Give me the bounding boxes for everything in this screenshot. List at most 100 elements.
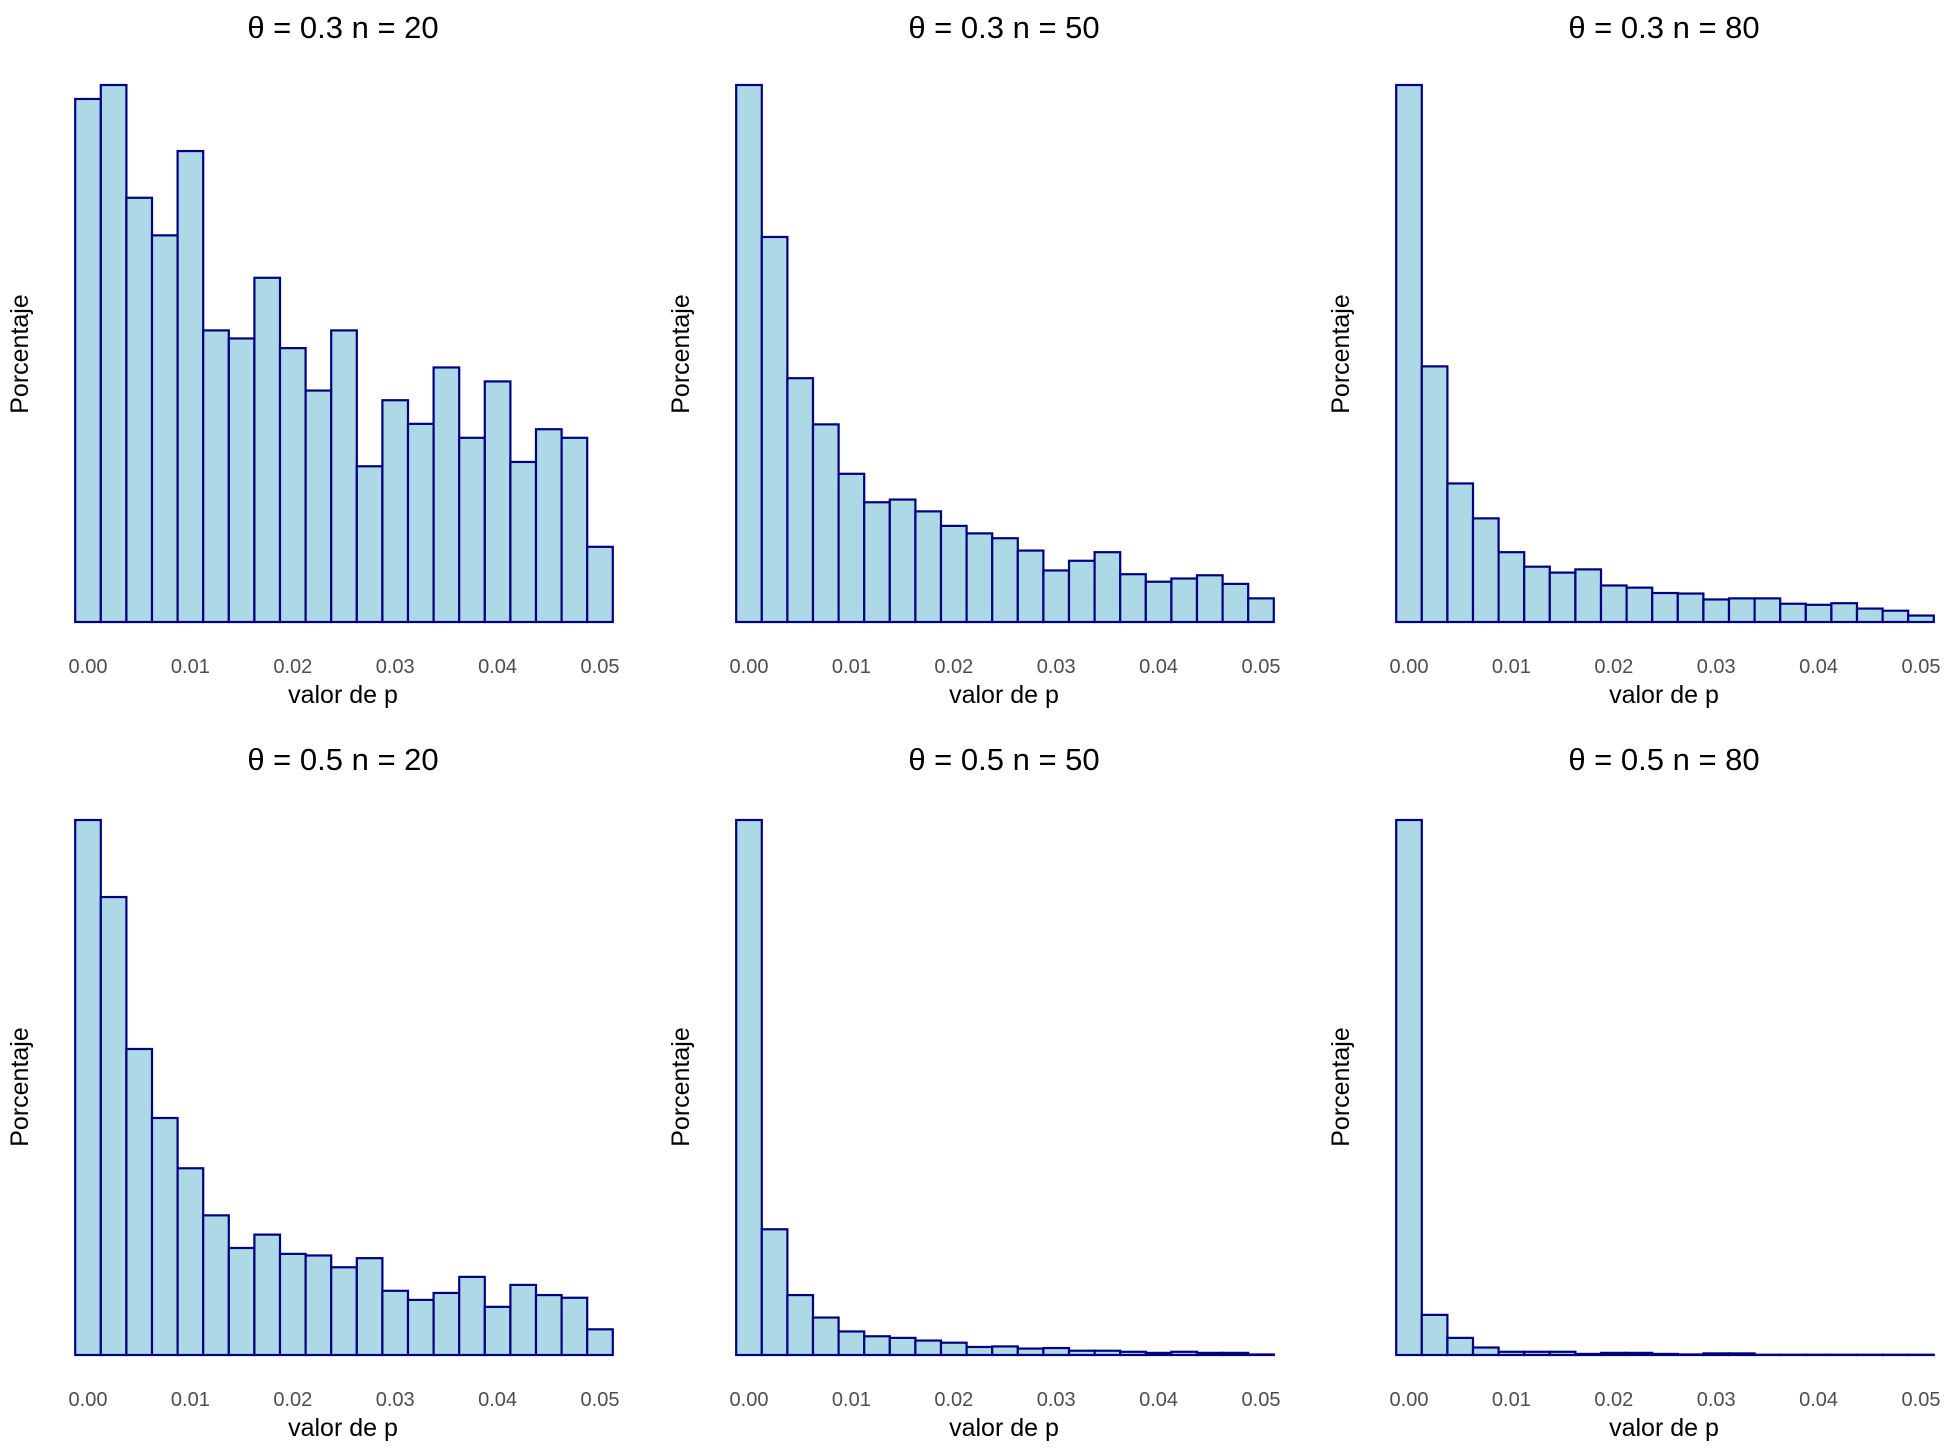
histogram-bar <box>1523 565 1551 624</box>
histogram-bar <box>1067 1349 1096 1357</box>
histogram-bar <box>1574 1352 1603 1357</box>
histogram-bar <box>1651 591 1679 624</box>
histogram-bar <box>1471 517 1500 624</box>
histogram-bar <box>176 149 205 624</box>
x-tick-label: 0.05 <box>1902 1389 1941 1411</box>
histogram-bar <box>560 436 589 624</box>
histogram-bar <box>74 818 102 1357</box>
histogram-bar <box>1446 482 1475 624</box>
histogram-bar <box>99 895 128 1357</box>
x-tick-label: 0.05 <box>1242 1389 1281 1411</box>
histogram-bar <box>586 545 614 624</box>
panel-title: θ = 0.3 n = 20 <box>247 10 438 45</box>
histogram-bar <box>176 1167 205 1357</box>
x-tick-label: 0.00 <box>69 1389 108 1411</box>
histogram-bar <box>202 1214 230 1357</box>
histogram-bar <box>355 1257 384 1357</box>
histogram-bar <box>1093 551 1122 624</box>
histogram-bar <box>253 276 282 624</box>
x-tick-label: 0.00 <box>1390 656 1429 678</box>
histogram-bar <box>914 1339 943 1357</box>
histogram-bar <box>330 1266 358 1357</box>
x-tick-label: 0.04 <box>1799 656 1838 678</box>
histogram-bar <box>99 83 128 624</box>
histogram-bar <box>1395 818 1423 1357</box>
histogram-bar <box>1523 1350 1551 1357</box>
histogram-bar <box>1651 1352 1679 1357</box>
x-tick-label: 0.02 <box>273 656 312 678</box>
x-tick-label: 0.00 <box>69 656 108 678</box>
panel-title: θ = 0.5 n = 50 <box>908 742 1099 777</box>
histogram-bar <box>1144 580 1173 624</box>
histogram-bar <box>1907 614 1935 624</box>
histogram-bar <box>1804 603 1833 624</box>
histogram-bar <box>330 329 358 624</box>
histogram-bar <box>863 501 891 624</box>
x-tick-label: 0.01 <box>832 656 871 678</box>
x-tick-label: 0.00 <box>730 1389 769 1411</box>
y-axis-title: Porcentaje <box>6 1027 34 1147</box>
histogram-panel: θ = 0.3 n = 20 0.00 0.01 0.02 0.03 0.04 0.05 va… <box>6 10 619 709</box>
histogram-bar <box>939 524 968 624</box>
histogram-bar <box>278 347 307 624</box>
histogram-bar <box>939 1341 968 1357</box>
histogram-bar <box>1446 1336 1475 1357</box>
x-tick-label: 0.03 <box>376 656 415 678</box>
histogram-bar <box>406 422 435 624</box>
histogram-bar <box>1042 1346 1071 1357</box>
histogram-bar <box>227 337 256 624</box>
histogram-bar <box>1599 584 1628 624</box>
x-tick-label: 0.04 <box>478 1389 517 1411</box>
histogram-bar <box>837 472 866 624</box>
histogram-bar <box>965 1345 994 1357</box>
y-axis-title: Porcentaje <box>1327 1027 1355 1147</box>
x-tick-label: 0.00 <box>1390 1389 1429 1411</box>
histogram-bar <box>1497 551 1526 624</box>
histogram-bar <box>735 83 763 624</box>
histogram-bar <box>458 436 486 624</box>
x-axis-title: valor de p <box>288 1414 398 1442</box>
histogram-bar <box>483 1305 512 1357</box>
histogram-bar <box>811 423 840 624</box>
histogram-bar <box>1093 1349 1122 1357</box>
histogram-bar <box>991 537 1019 624</box>
histogram-panel: θ = 0.5 n = 80 0.00 0.01 0.02 0.03 0.04 0.05 va… <box>1327 742 1940 1442</box>
x-tick-label: 0.00 <box>730 656 769 678</box>
histogram-bar <box>432 366 461 624</box>
histogram-bar <box>304 1254 333 1357</box>
histogram-bar <box>735 818 763 1357</box>
x-axis-title: valor de p <box>949 681 1059 709</box>
histogram-bar <box>1247 1353 1275 1357</box>
histogram-bar <box>1221 582 1250 624</box>
x-tick-label: 0.02 <box>934 656 973 678</box>
histogram-bar <box>1119 573 1147 624</box>
histogram-bar <box>1067 559 1096 624</box>
histogram-bar <box>1497 1350 1526 1357</box>
histogram-bar <box>991 1345 1019 1357</box>
histogram-bar <box>278 1252 307 1357</box>
x-tick-label: 0.02 <box>1594 656 1633 678</box>
histogram-bar <box>381 1289 410 1357</box>
x-tick-label: 0.03 <box>1697 656 1736 678</box>
histogram-bar <box>1395 83 1423 624</box>
histogram-bar <box>760 1228 789 1357</box>
x-tick-label: 0.04 <box>1139 1389 1178 1411</box>
histogram-bar <box>253 1233 282 1357</box>
histogram-bar <box>483 380 512 624</box>
panel-title: θ = 0.3 n = 80 <box>1568 10 1759 45</box>
x-tick-label: 0.01 <box>171 656 210 678</box>
y-axis-title: Porcentaje <box>6 294 34 414</box>
histogram-bar <box>1471 1346 1500 1357</box>
x-tick-label: 0.05 <box>581 1389 620 1411</box>
histogram-bar <box>1170 577 1199 624</box>
x-tick-label: 0.02 <box>1594 1389 1633 1411</box>
x-tick-label: 0.05 <box>581 656 620 678</box>
x-tick-label: 0.04 <box>478 656 517 678</box>
histogram-bar <box>1170 1350 1199 1357</box>
histogram-bar <box>1420 365 1449 624</box>
panel-title: θ = 0.3 n = 50 <box>908 10 1099 45</box>
histogram-bar <box>1195 1351 1224 1357</box>
histogram-panel: θ = 0.3 n = 80 0.00 0.01 0.02 0.03 0.04 0.05 va… <box>1327 10 1940 709</box>
histogram-bar <box>227 1246 256 1357</box>
